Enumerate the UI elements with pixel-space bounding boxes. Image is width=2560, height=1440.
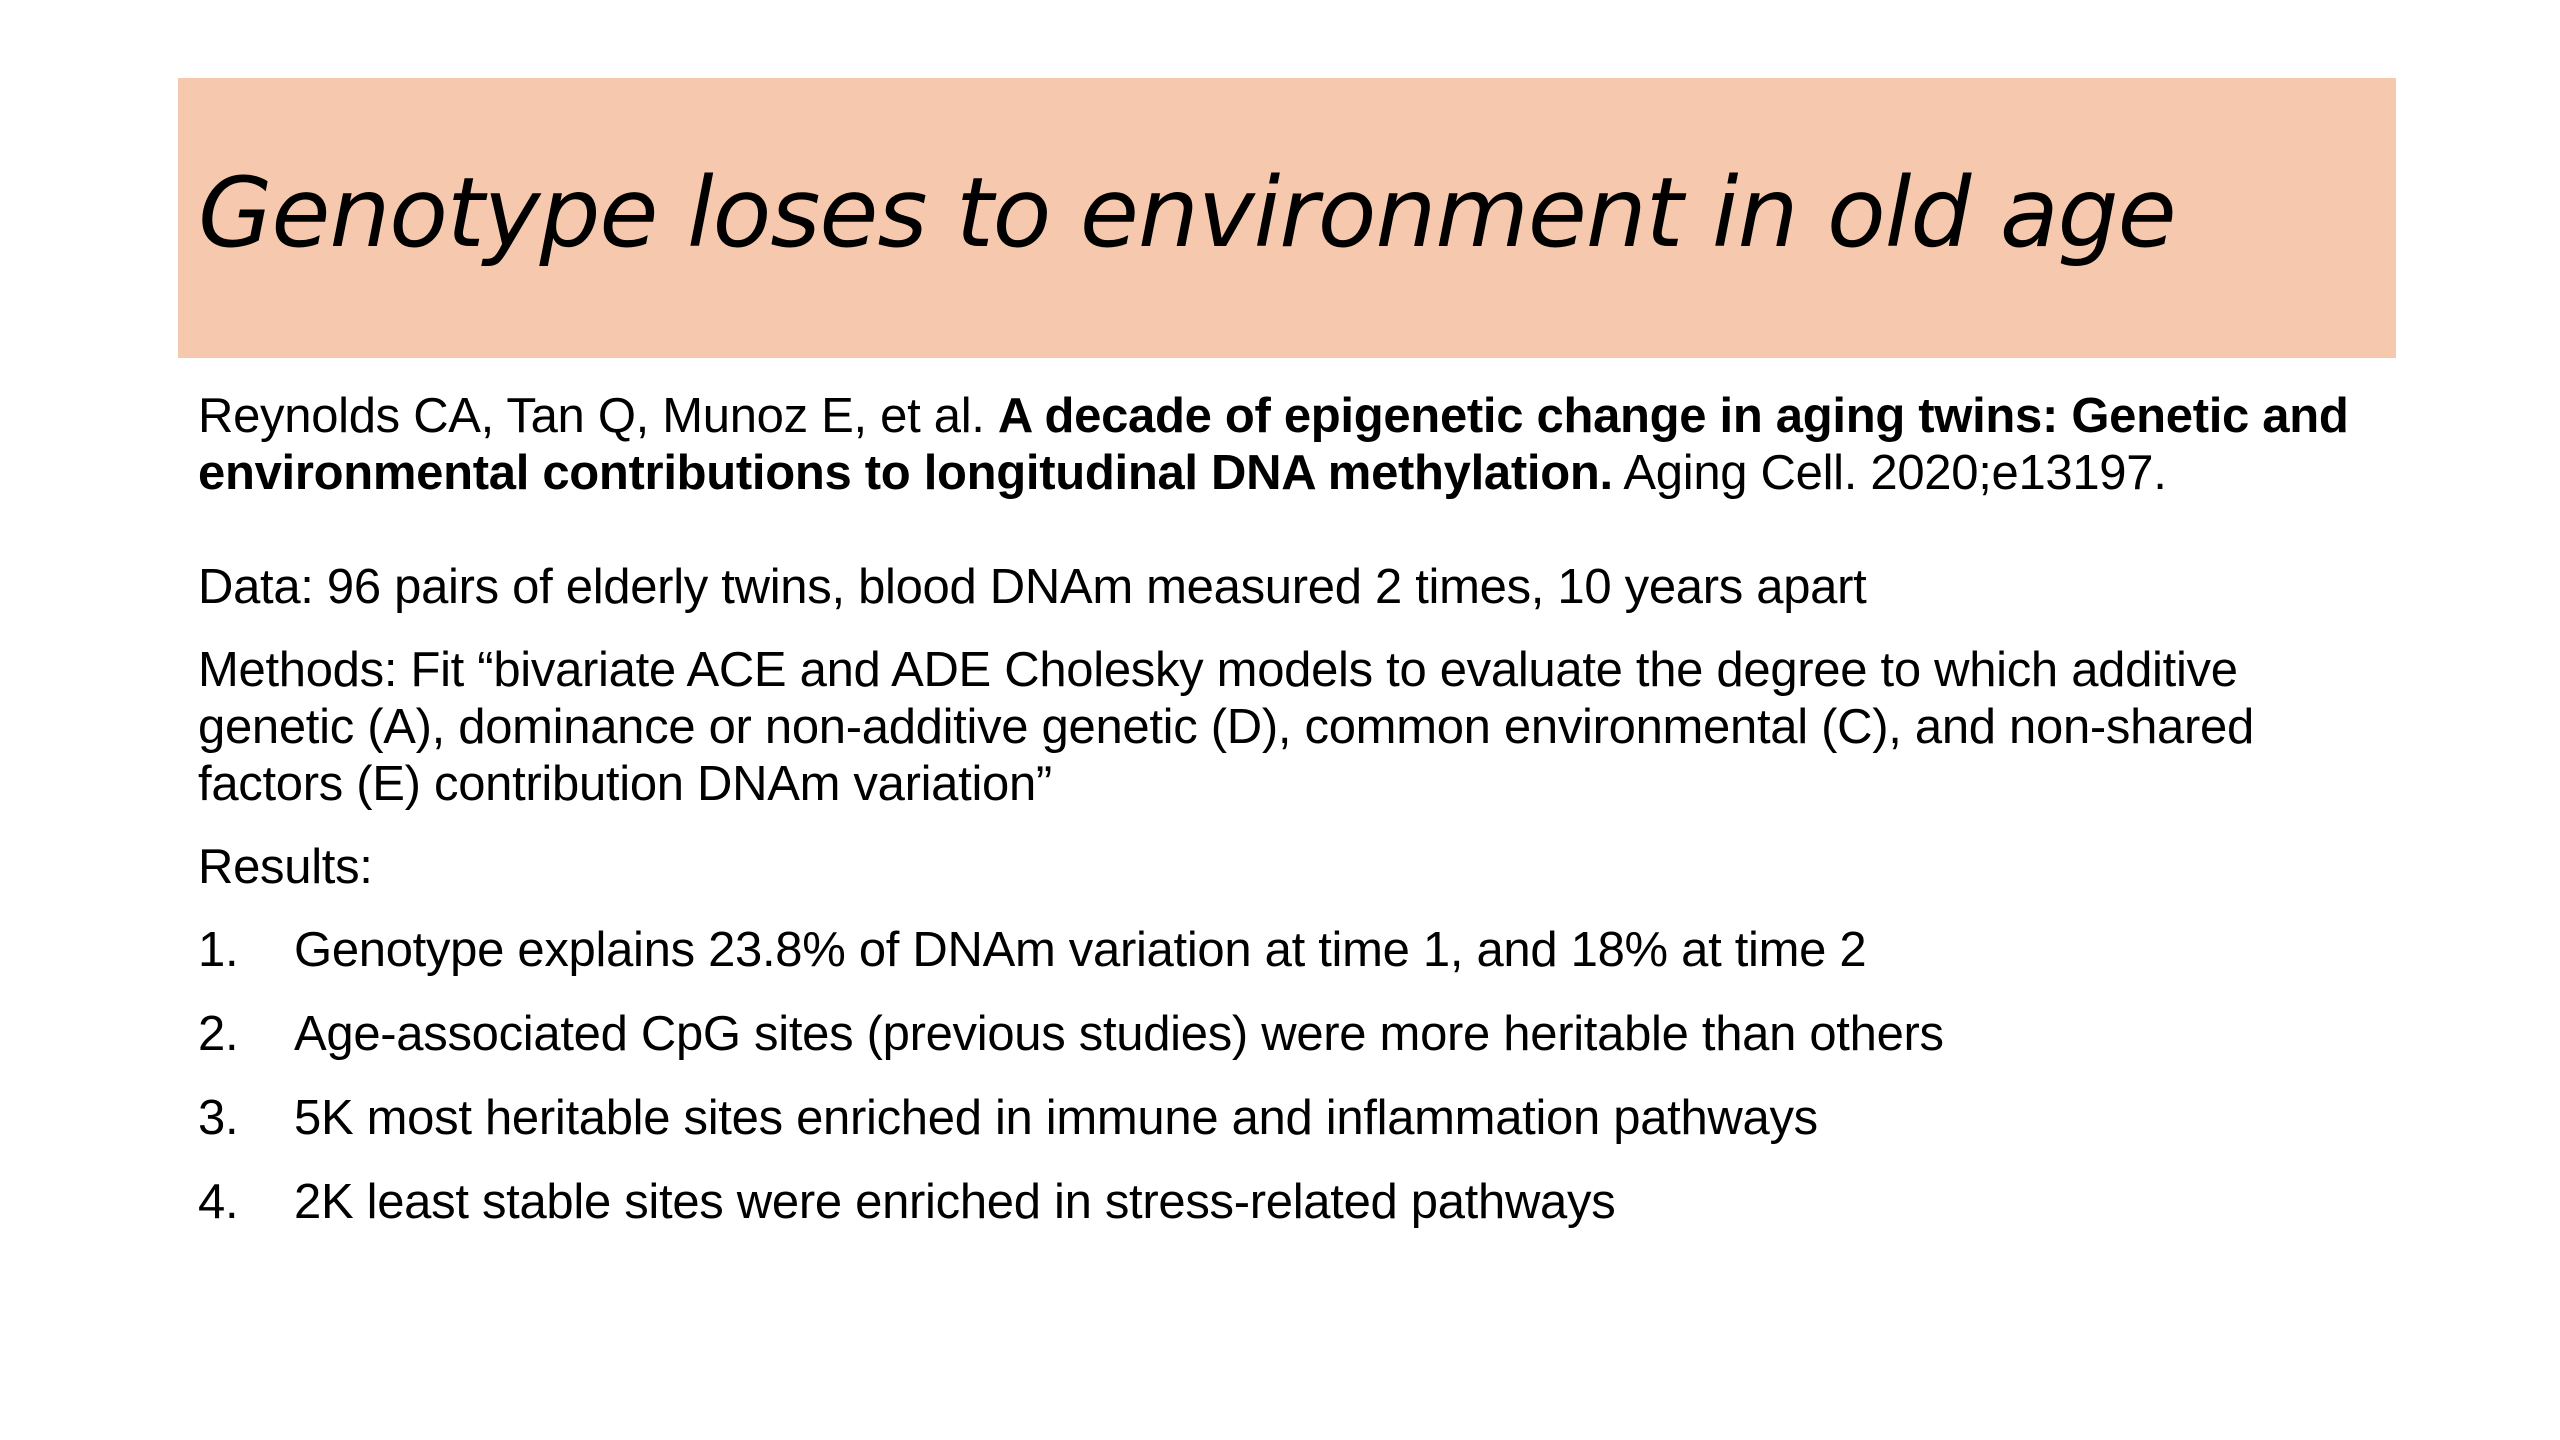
citation-paper-title: A decade of epigenetic change in aging t… xyxy=(198,389,2349,500)
results-list: 1. Genotype explains 23.8% of DNAm varia… xyxy=(198,922,2398,1231)
slide-body: Reynolds CA, Tan Q, Munoz E, et al. A de… xyxy=(198,388,2398,1258)
result-number: 3. xyxy=(198,1091,239,1145)
result-item: 2. Age-associated CpG sites (previous st… xyxy=(198,1006,2398,1063)
result-number: 2. xyxy=(198,1007,239,1061)
result-item: 3. 5K most heritable sites enriched in i… xyxy=(198,1090,2398,1147)
methods-description: Methods: Fit “bivariate ACE and ADE Chol… xyxy=(198,643,2254,811)
result-text: Age-associated CpG sites (previous studi… xyxy=(294,1007,1944,1061)
slide-title: Genotype loses to environment in old age xyxy=(198,157,2177,269)
result-number: 4. xyxy=(198,1175,239,1229)
result-text: 2K least stable sites were enriched in s… xyxy=(294,1175,1616,1229)
result-text: 5K most heritable sites enriched in immu… xyxy=(294,1091,1818,1145)
result-text: Genotype explains 23.8% of DNAm variatio… xyxy=(294,923,1867,977)
citation: Reynolds CA, Tan Q, Munoz E, et al. A de… xyxy=(198,388,2398,502)
data-description: Data: 96 pairs of elderly twins, blood D… xyxy=(198,560,1867,614)
result-item: 4. 2K least stable sites were enriched i… xyxy=(198,1174,2398,1231)
citation-journal: Aging Cell. 2020;e13197. xyxy=(1612,446,2167,500)
title-band xyxy=(178,78,2396,358)
result-item: 1. Genotype explains 23.8% of DNAm varia… xyxy=(198,922,2398,979)
result-number: 1. xyxy=(198,923,239,977)
citation-authors: Reynolds CA, Tan Q, Munoz E, et al. xyxy=(198,389,998,443)
results-label: Results: xyxy=(198,840,373,894)
